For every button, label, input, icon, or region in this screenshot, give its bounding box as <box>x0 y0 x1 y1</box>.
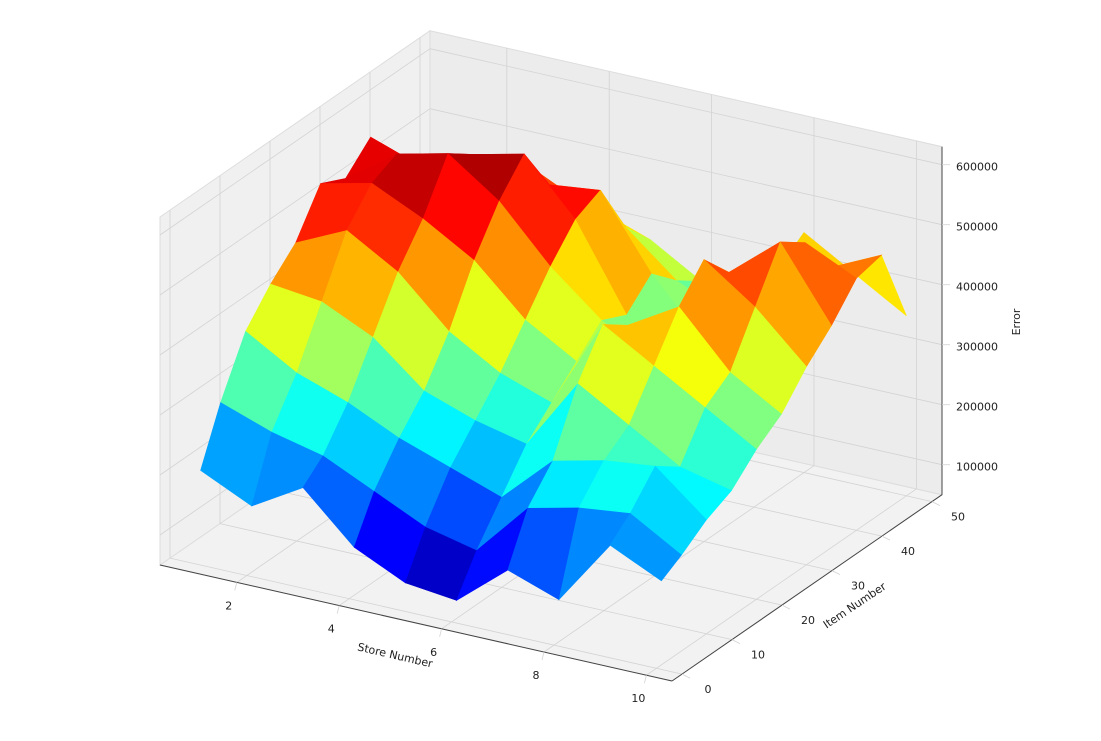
x-tick-label: 8 <box>533 669 540 682</box>
y-tick <box>731 639 741 644</box>
grid-line <box>429 108 943 226</box>
x-tick-label: 2 <box>225 599 232 612</box>
y-tick-label: 40 <box>901 545 915 558</box>
z-tick-label: 500000 <box>956 221 998 234</box>
x-tick <box>336 605 340 614</box>
z-tick-label: 200000 <box>956 401 998 414</box>
x-tick-label: 6 <box>430 646 437 659</box>
y-tick <box>781 604 791 610</box>
y-tick-label: 50 <box>951 511 965 524</box>
y-tick-label: 0 <box>705 683 712 696</box>
y-tick <box>831 570 841 575</box>
x-tick <box>541 651 545 661</box>
grid-line <box>543 465 815 653</box>
grid-line <box>646 488 917 676</box>
y-tick <box>931 501 941 506</box>
y-tick-label: 20 <box>801 614 815 627</box>
y-tick-label: 10 <box>751 649 765 662</box>
y-tick <box>881 535 891 541</box>
grid-line <box>159 48 431 236</box>
x-tick-label: 10 <box>631 692 645 705</box>
grid-line <box>429 48 943 166</box>
y-axis-line <box>671 494 943 682</box>
grid-line <box>169 557 683 675</box>
y-tick-label: 30 <box>851 580 865 593</box>
z-tick-label: 100000 <box>956 461 998 474</box>
z-tick-label: 300000 <box>956 341 998 354</box>
x-axis-line <box>159 564 673 682</box>
x-tick <box>234 582 238 591</box>
y-tick <box>681 673 691 679</box>
x-tick <box>439 628 442 637</box>
z-axis-title: Error <box>1010 308 1023 335</box>
surface-facet <box>609 513 682 582</box>
surface <box>200 136 907 602</box>
grid-line <box>159 108 431 296</box>
z-tick-label: 600000 <box>956 161 998 174</box>
x-tick-label: 4 <box>328 623 335 636</box>
x-tick <box>644 675 647 684</box>
z-tick-label: 400000 <box>956 281 998 294</box>
x-axis-title: Store Number <box>356 641 434 671</box>
